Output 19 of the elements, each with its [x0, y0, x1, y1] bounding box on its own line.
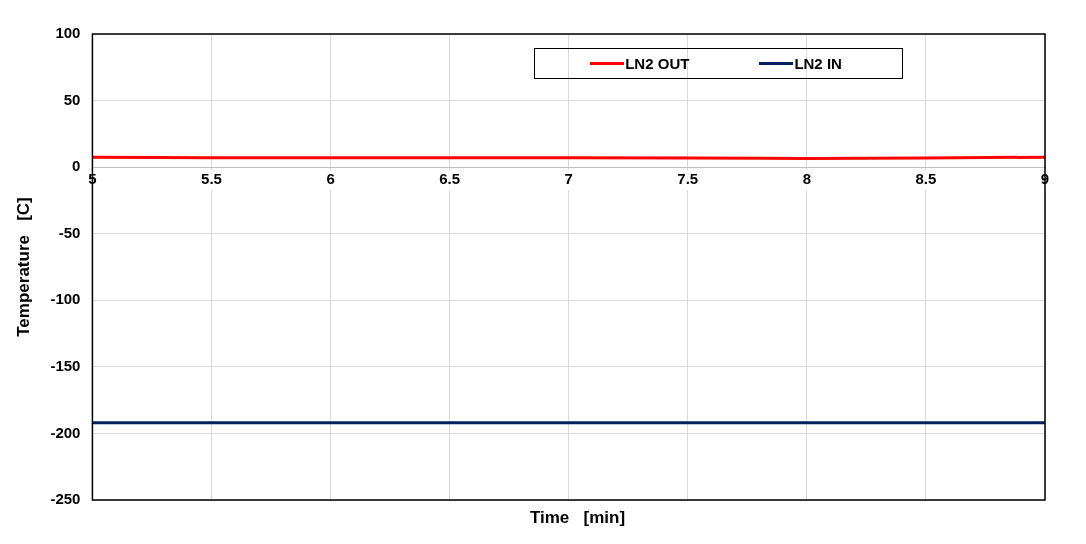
y-tick-label: -250 — [50, 490, 81, 508]
y-tick-label: -100 — [50, 290, 81, 308]
x-axis-title: Time [min] — [528, 508, 627, 528]
y-tick-label: 0 — [72, 157, 81, 175]
legend-label: LN2 OUT — [625, 55, 690, 72]
x-tick-label: 7.5 — [677, 170, 699, 188]
y-axis-title: Temperature [C] — [13, 197, 33, 337]
x-tick-label: 8.5 — [915, 170, 937, 188]
x-tick-label: 6 — [326, 170, 335, 188]
y-tick-label: -50 — [58, 223, 81, 241]
x-tick-label: 8 — [802, 170, 812, 188]
legend-label: LN2 IN — [794, 55, 842, 72]
y-tick-label: -150 — [50, 357, 81, 374]
x-tick-label: 7 — [564, 170, 573, 188]
x-tick-label: 6.5 — [439, 170, 461, 188]
y-tick-label: -200 — [50, 423, 81, 441]
x-tick-label: 5.5 — [201, 170, 222, 188]
y-tick-label: 100 — [55, 24, 81, 42]
y-tick-label: 50 — [63, 90, 81, 108]
